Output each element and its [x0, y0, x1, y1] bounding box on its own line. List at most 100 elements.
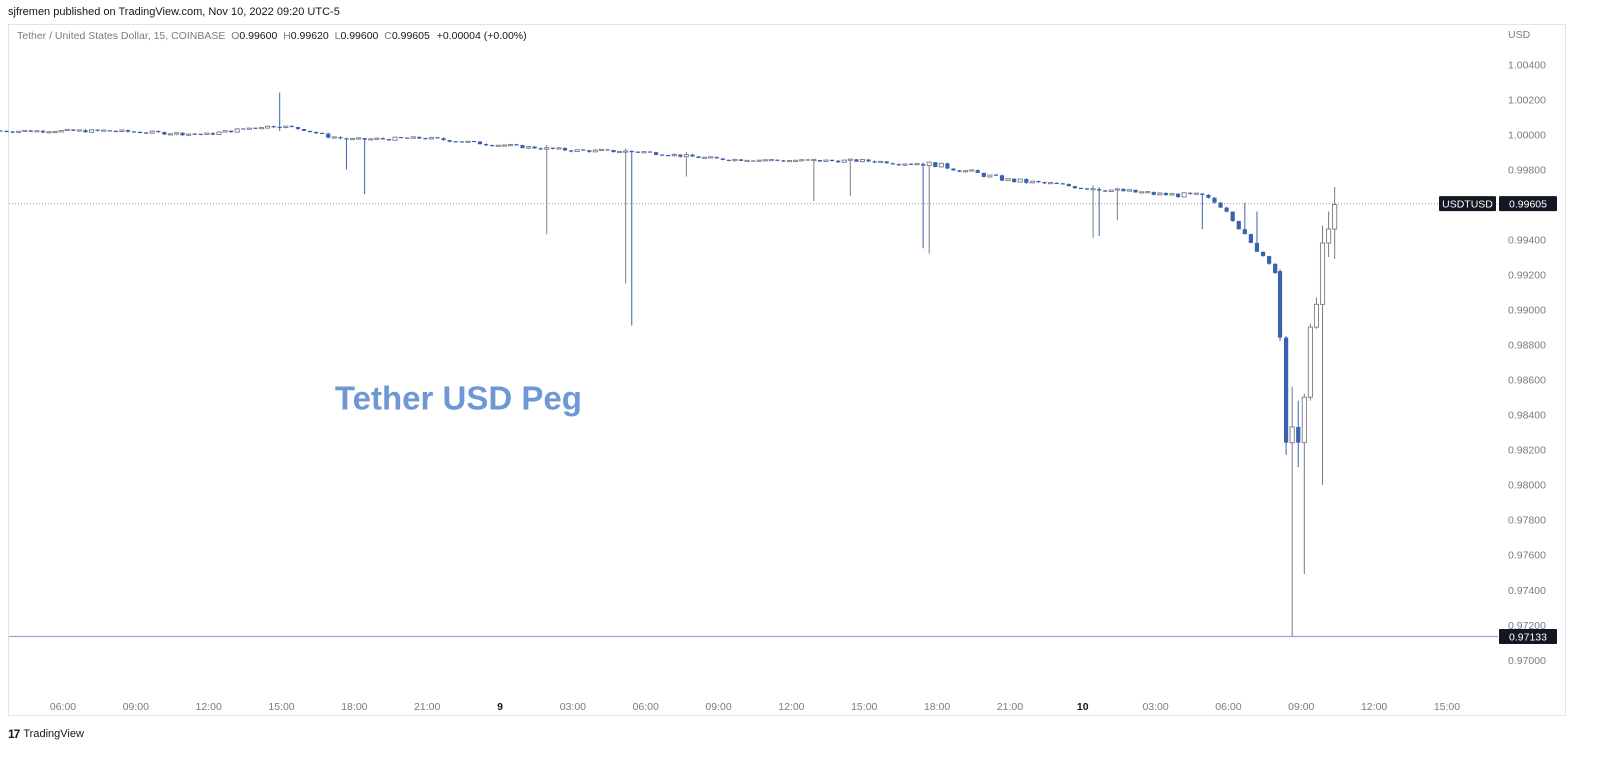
candle-body: [532, 146, 537, 149]
candle: [46, 131, 52, 134]
candle-body: [1012, 178, 1017, 182]
candle-body: [1206, 194, 1211, 198]
candle-body: [993, 174, 999, 176]
candle-body: [562, 148, 568, 151]
candle: [866, 159, 871, 163]
candle: [1036, 180, 1041, 183]
candle-body: [374, 137, 380, 140]
price-tick-label: 0.97800: [1508, 515, 1546, 527]
candle: [550, 147, 555, 150]
candle: [836, 159, 841, 163]
candle: [581, 149, 586, 151]
candle-body: [635, 151, 640, 153]
candle-body: [331, 136, 337, 139]
candle-body: [1332, 204, 1338, 230]
candle: [854, 158, 859, 163]
chart-frame[interactable]: [8, 24, 1566, 716]
candle-body: [938, 162, 944, 168]
candle-body: [847, 158, 853, 161]
candle-body: [1289, 426, 1295, 444]
candle-body: [1236, 221, 1241, 230]
candle-body: [234, 128, 240, 133]
candle: [107, 130, 112, 132]
candle-body: [88, 129, 95, 133]
candle-body: [1157, 192, 1163, 196]
candle: [283, 125, 289, 129]
candle: [1121, 188, 1126, 192]
candle: [1301, 393, 1307, 575]
tradingview-brand[interactable]: 17 TradingView: [8, 727, 84, 741]
candle-body: [836, 160, 841, 163]
price-tick-label: 0.99200: [1508, 270, 1546, 282]
candle-body: [1230, 211, 1235, 222]
candle: [1012, 178, 1017, 183]
candle: [592, 149, 598, 153]
price-axis[interactable]: 1.004001.002001.000000.998000.996000.994…: [1508, 59, 1546, 666]
candle: [1218, 201, 1223, 208]
symbol-badge: [1439, 196, 1496, 212]
candle-body: [805, 159, 810, 161]
candle-body: [483, 144, 489, 146]
candle: [605, 149, 610, 151]
candle: [878, 160, 884, 164]
price-tick-label: 0.97600: [1508, 550, 1546, 562]
candle-body: [338, 137, 343, 139]
candle-body: [581, 149, 586, 151]
candle: [751, 160, 756, 162]
candle: [526, 145, 532, 150]
candle: [762, 159, 768, 162]
candle: [1108, 189, 1114, 193]
candle: [799, 159, 805, 162]
candle: [173, 132, 180, 136]
candle: [471, 140, 477, 143]
candle-body: [1005, 178, 1011, 182]
candle-body: [708, 156, 714, 159]
time-tick-label: 03:00: [560, 701, 586, 713]
candle-body: [702, 156, 708, 159]
time-tick-label: 09:00: [1288, 701, 1314, 713]
candle: [71, 129, 76, 132]
candle: [1078, 187, 1084, 189]
candle: [180, 132, 185, 136]
candle: [678, 154, 683, 158]
candle-body: [173, 132, 180, 135]
time-axis[interactable]: 06:00 09:00 12:00 15:00 18:00 21:00 9 03:00 06:0…: [50, 701, 1460, 713]
candle-body: [490, 144, 495, 147]
candle-body: [1029, 180, 1035, 184]
candle: [1042, 181, 1047, 185]
candle-body: [119, 129, 125, 132]
candle-body: [896, 164, 901, 166]
candle-body: [592, 149, 598, 153]
candle: [738, 159, 744, 162]
candle: [1230, 211, 1235, 222]
candle-body: [192, 133, 197, 135]
candle-body: [46, 131, 52, 134]
candle: [1326, 211, 1332, 258]
candle: [562, 147, 568, 152]
time-tick-label: 12:00: [196, 701, 222, 713]
change-value: +0.00004 (+0.00%): [436, 30, 527, 42]
candle: [435, 137, 440, 139]
candle: [229, 130, 234, 133]
candle: [483, 143, 489, 147]
candle-body: [872, 161, 877, 163]
candle: [210, 132, 216, 136]
candle: [10, 130, 15, 133]
candle: [1188, 192, 1193, 195]
candle: [629, 150, 634, 326]
candle: [975, 169, 980, 173]
candle: [574, 149, 580, 153]
time-tick-label: 09:00: [705, 701, 731, 713]
candle-body: [908, 163, 914, 165]
candle: [811, 158, 817, 202]
candle-body: [1103, 190, 1108, 192]
candle: [58, 130, 64, 133]
candle: [1072, 185, 1077, 189]
candle: [817, 159, 823, 162]
candle: [1054, 182, 1059, 185]
candle-body: [884, 161, 889, 164]
tradingview-logo-icon: 17: [8, 727, 20, 741]
candle-body: [289, 125, 294, 128]
candle: [963, 170, 969, 173]
